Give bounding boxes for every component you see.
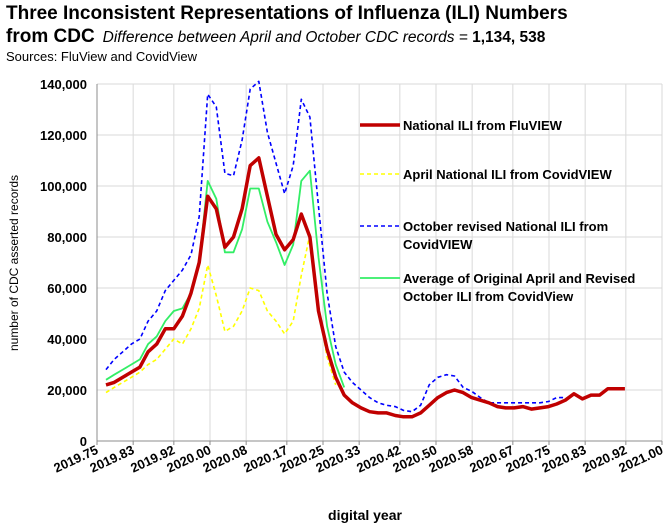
legend-label-line: October revised National ILI from	[403, 219, 608, 234]
title-line-1: Three Inconsistent Representations of In…	[6, 3, 568, 24]
title-line-2: from CDC	[6, 26, 95, 47]
y-tick-label: 40,000	[47, 332, 87, 347]
y-tick-label: 20,000	[47, 383, 87, 398]
legend-label-line: CovidVIEW	[403, 237, 473, 252]
legend-label-line: April National ILI from CovidVIEW	[403, 167, 612, 182]
series-line-april-national-ili-from-covidview	[105, 233, 337, 394]
title-line-2-row: from CDC Difference between April and Oct…	[6, 25, 656, 49]
subtitle: Difference between April and October CDC…	[103, 29, 546, 46]
legend-label-national-ili-from-fluview: National ILI from FluVIEW	[403, 118, 563, 133]
y-tick-label: 120,000	[40, 128, 87, 143]
chart-title: Three Inconsistent Representations of In…	[6, 2, 656, 49]
x-axis-label: digital year	[328, 507, 402, 523]
series-line-october-revised-national-ili-from-covidview	[105, 80, 566, 413]
subtitle-prefix: Difference between April and October CDC…	[102, 29, 473, 46]
y-tick-label: 140,000	[40, 77, 87, 92]
legend-label-average-of-original-april-and-revised-october-ili-from-covidview: Average of Original April and Revised Oct…	[403, 271, 635, 304]
legend-label-line: National ILI from FluVIEW	[403, 118, 563, 133]
subtitle-value: 1,134, 538	[472, 29, 546, 46]
sources-note: Sources: FluView and CovidView	[6, 49, 198, 64]
series-line-average-of-original-april-and-revised-october-ili-from-covidview	[105, 169, 346, 388]
gridlines	[96, 83, 663, 441]
y-axis-label: number of CDC asserted records	[7, 175, 21, 351]
y-tick-label: 60,000	[47, 281, 87, 296]
legend-label-april-national-ili-from-covidview: April National ILI from CovidVIEW	[403, 167, 612, 182]
legend-label-line: Average of Original April and Revised	[403, 271, 635, 286]
axes	[96, 84, 663, 445]
series-line-national-ili-from-fluview	[105, 156, 625, 419]
legend-label-line: October ILI from CovidView	[403, 289, 574, 304]
y-tick-label: 0	[80, 434, 87, 449]
legend-label-october-revised-national-ili-from-covidview: October revised National ILI from CovidVI…	[403, 219, 608, 252]
y-tick-label: 80,000	[47, 230, 87, 245]
series-lines	[105, 80, 625, 419]
legend: National ILI from FluVIEW April National …	[360, 118, 635, 304]
y-tick-label: 100,000	[40, 179, 87, 194]
